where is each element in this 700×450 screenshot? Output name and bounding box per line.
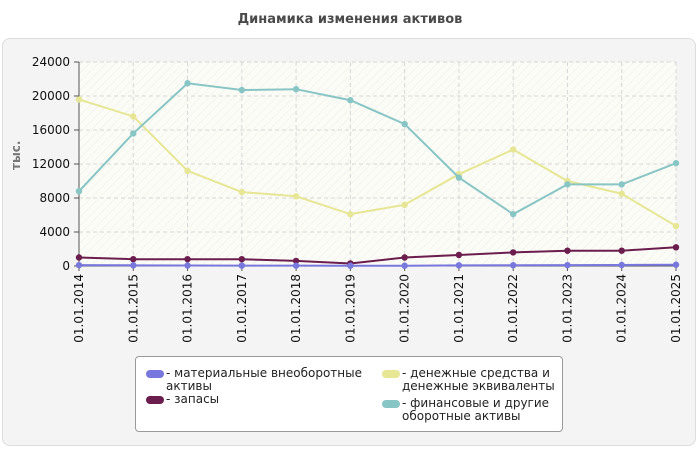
- x-tick-label: 01.01.2020: [398, 274, 412, 343]
- legend-item-cash: - денежные средства и денежные эквивалент…: [382, 367, 555, 393]
- legend-label: - финансовые и другие: [402, 396, 550, 410]
- legend-item-financial-assets: - финансовые и другие оборотные активы: [382, 397, 549, 423]
- y-tick-label: 0: [62, 259, 70, 273]
- axes: 0 4000 8000 12000 16000 20000 24000 01.01.2014 0…: [32, 55, 683, 343]
- data-point: [672, 222, 680, 230]
- x-tick-label: 01.01.2017: [235, 274, 249, 343]
- data-point: [509, 210, 517, 218]
- legend-swatch: [382, 370, 400, 378]
- y-tick-label: 16000: [32, 123, 70, 137]
- x-tick-label: 01.01.2018: [289, 274, 303, 343]
- data-point: [618, 181, 625, 188]
- data-point: [75, 96, 83, 103]
- x-tick-label: 01.01.2024: [615, 274, 629, 343]
- data-point: [184, 262, 191, 269]
- data-point: [238, 256, 246, 263]
- data-point: [455, 251, 463, 259]
- data-point: [75, 254, 83, 261]
- series-line: [78, 263, 677, 267]
- data-point: [672, 244, 680, 251]
- data-point: [130, 262, 137, 269]
- series-line: [78, 98, 677, 227]
- data-point: [455, 174, 463, 181]
- data-point: [292, 86, 300, 93]
- data-point: [292, 262, 300, 269]
- y-tick-label: 8000: [39, 191, 70, 205]
- y-tick-label: 24000: [32, 55, 70, 69]
- y-tick-label: 20000: [32, 89, 70, 103]
- legend-item-inventory: - запасы: [146, 393, 219, 406]
- data-point: [130, 256, 137, 263]
- data-point: [455, 262, 463, 269]
- data-point: [347, 97, 354, 104]
- data-point: [292, 257, 300, 265]
- data-point: [347, 210, 354, 218]
- data-point: [347, 262, 354, 269]
- data-point: [618, 247, 625, 254]
- data-point: [238, 262, 246, 269]
- series-layer: [75, 80, 680, 269]
- x-tick-label: 01.01.2021: [452, 274, 466, 343]
- legend-label-cont: денежные эквиваленты: [402, 379, 555, 393]
- data-point: [618, 261, 625, 269]
- data-point: [184, 167, 191, 174]
- data-point: [672, 159, 680, 167]
- legend-label: - запасы: [166, 392, 220, 406]
- legend-item-fixed-assets: - материальные внеоборотные активы: [146, 367, 362, 393]
- data-point: [238, 86, 246, 94]
- data-point: [401, 254, 408, 261]
- x-tick-label: 01.01.2025: [669, 274, 683, 343]
- data-point: [75, 188, 83, 195]
- x-tick-label: 01.01.2014: [72, 274, 86, 343]
- data-point: [401, 201, 408, 208]
- data-point: [564, 247, 571, 254]
- data-point: [401, 262, 408, 269]
- legend: - материальные внеоборотные активы - запа…: [135, 356, 563, 432]
- legend-swatch: [382, 400, 400, 408]
- y-tick-label: 4000: [39, 225, 70, 239]
- x-tick-label: 01.01.2022: [506, 274, 520, 343]
- data-point: [401, 120, 408, 128]
- x-tick-label: 01.01.2019: [343, 274, 357, 343]
- series-line: [78, 246, 677, 265]
- data-point: [509, 146, 517, 153]
- legend-label: - денежные средства и: [402, 366, 550, 380]
- data-point: [184, 256, 191, 263]
- legend-swatch: [146, 370, 164, 378]
- data-point: [509, 249, 517, 256]
- legend-swatch: [146, 396, 164, 404]
- data-point: [564, 261, 571, 269]
- data-point: [618, 190, 625, 197]
- x-tick-label: 01.01.2023: [560, 274, 574, 343]
- legend-label: - материальные внеоборотные: [166, 366, 362, 380]
- data-point: [672, 261, 680, 268]
- y-axis-label: тыс.: [9, 140, 23, 170]
- legend-label-cont: оборотные активы: [402, 409, 521, 423]
- data-point: [564, 181, 571, 188]
- grid: [79, 61, 677, 266]
- data-point: [130, 113, 137, 120]
- legend-label-cont: активы: [166, 379, 212, 393]
- data-point: [75, 261, 83, 269]
- y-tick-label: 12000: [32, 157, 70, 171]
- x-tick-label: 01.01.2016: [181, 274, 195, 343]
- data-point: [238, 188, 246, 196]
- chart-title: Динамика изменения активов: [237, 12, 463, 27]
- data-point: [184, 80, 191, 87]
- data-point: [509, 262, 517, 269]
- series-line: [78, 82, 677, 216]
- x-tick-label: 01.01.2015: [126, 274, 140, 343]
- data-point: [130, 130, 137, 137]
- data-point: [292, 193, 300, 200]
